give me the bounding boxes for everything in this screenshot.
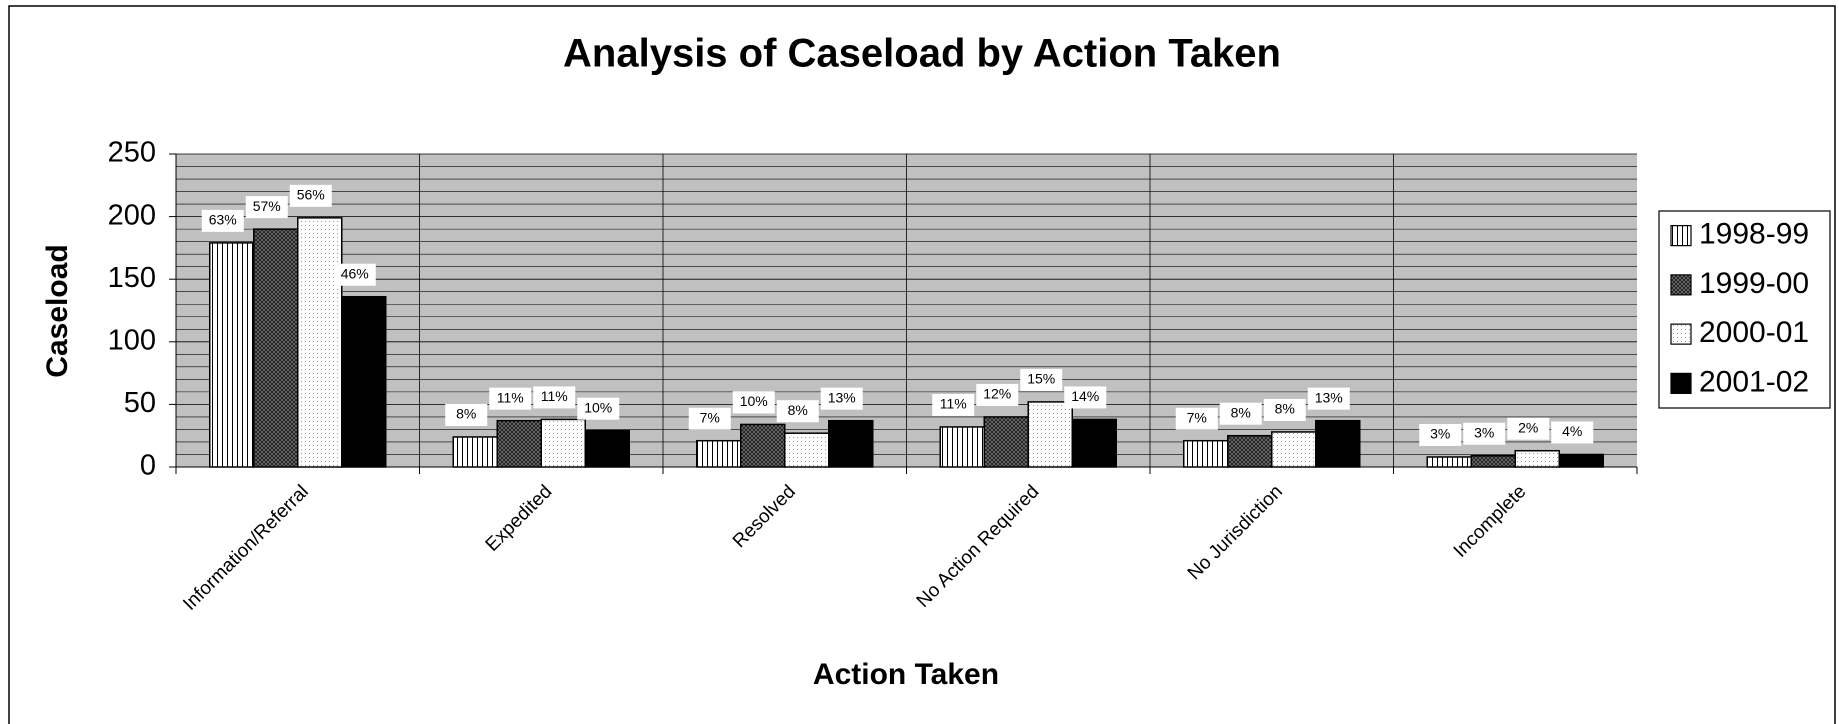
data-label: 8%	[1275, 401, 1295, 417]
data-label: 7%	[700, 409, 720, 425]
chart-border	[8, 5, 1836, 724]
data-label: 7%	[1187, 409, 1207, 425]
data-label: 4%	[1562, 423, 1582, 439]
bar	[983, 416, 1029, 468]
bar	[496, 419, 542, 468]
bar	[1071, 418, 1117, 468]
data-label-box	[1064, 386, 1107, 409]
bar	[1470, 454, 1516, 468]
data-label-box	[732, 391, 775, 414]
data-label-box	[776, 400, 819, 423]
y-tick-label: 250	[108, 137, 156, 169]
bar	[784, 432, 830, 468]
bar	[341, 295, 387, 468]
bar	[1315, 419, 1361, 468]
bar	[1426, 456, 1472, 468]
data-label: 63%	[209, 212, 237, 228]
data-label: 3%	[1474, 424, 1494, 440]
data-label-box	[976, 383, 1019, 406]
bar	[740, 423, 786, 468]
data-label: 14%	[1071, 388, 1099, 404]
data-label-box	[333, 263, 376, 286]
data-label: 56%	[297, 187, 325, 203]
data-label: 8%	[1231, 404, 1251, 420]
data-label-box	[820, 387, 863, 410]
data-label: 8%	[456, 406, 476, 422]
data-label: 13%	[1315, 389, 1343, 405]
legend-label: 2001-02	[1699, 365, 1809, 398]
data-label: 13%	[828, 389, 856, 405]
data-label-box	[289, 184, 332, 207]
y-axis-label: Caseload	[41, 244, 74, 377]
legend-swatch	[1670, 225, 1692, 247]
legend-label: 1998-99	[1699, 218, 1809, 251]
bar	[253, 228, 299, 468]
data-label: 57%	[253, 198, 281, 214]
data-label: 3%	[1430, 426, 1450, 442]
bar	[939, 426, 985, 468]
bar	[1271, 431, 1317, 468]
data-label-box	[1507, 417, 1550, 440]
data-label: 11%	[541, 388, 568, 404]
bar	[828, 419, 874, 468]
data-label-box	[1020, 368, 1063, 391]
data-label: 46%	[341, 265, 369, 281]
y-tick-label: 150	[108, 262, 156, 294]
data-label-box	[932, 393, 975, 416]
data-label: 12%	[983, 386, 1011, 402]
bar	[1183, 439, 1229, 468]
chart-title: Analysis of Caseload by Action Taken	[563, 32, 1281, 76]
legend-swatch	[1670, 323, 1692, 345]
data-label: 11%	[497, 389, 524, 405]
bar	[584, 429, 630, 468]
data-label-box	[245, 196, 288, 219]
x-tick-label: Expedited	[482, 481, 557, 556]
x-axis-label: Action Taken	[813, 658, 999, 691]
data-label: 15%	[1027, 371, 1055, 387]
data-label: 10%	[740, 393, 768, 409]
bar	[209, 242, 255, 468]
data-label: 10%	[584, 399, 612, 415]
bar	[297, 217, 343, 468]
data-label-box	[577, 397, 620, 420]
data-label-box	[1307, 387, 1350, 410]
data-label: 2%	[1518, 419, 1538, 435]
x-tick-label: Resolved	[729, 481, 800, 552]
y-tick-label: 200	[108, 199, 156, 231]
bar	[1558, 453, 1604, 468]
legend-label: 1999-00	[1699, 267, 1809, 300]
data-label-box	[1219, 402, 1262, 425]
legend-label: 2000-01	[1699, 316, 1809, 349]
x-tick-label: No Jurisdiction	[1184, 481, 1287, 584]
x-tick-label: Incomplete	[1450, 481, 1531, 562]
x-tick-label: Information/Referral	[179, 481, 313, 615]
bar	[1227, 434, 1273, 468]
legend-swatch	[1670, 372, 1692, 394]
data-label-box	[688, 407, 731, 430]
data-label: 8%	[788, 402, 808, 418]
data-label-box	[1463, 422, 1506, 445]
bar	[1514, 449, 1560, 468]
data-label: 11%	[940, 396, 967, 412]
bar	[452, 436, 498, 468]
data-label-box	[533, 386, 576, 409]
y-tick-label: 50	[124, 387, 156, 419]
x-tick-label: No Action Required	[913, 481, 1044, 612]
bar	[540, 418, 586, 468]
y-tick-label: 0	[140, 450, 156, 482]
legend-swatch	[1670, 274, 1692, 296]
bar	[696, 439, 742, 468]
data-label-box	[201, 209, 244, 232]
bar	[1027, 401, 1073, 468]
data-label-box	[1551, 421, 1594, 444]
data-label-box	[445, 403, 488, 426]
data-label-box	[489, 387, 532, 410]
data-label-box	[1263, 398, 1306, 421]
data-label-box	[1419, 423, 1462, 446]
data-label-box	[1175, 407, 1218, 430]
y-tick-label: 100	[108, 324, 156, 356]
